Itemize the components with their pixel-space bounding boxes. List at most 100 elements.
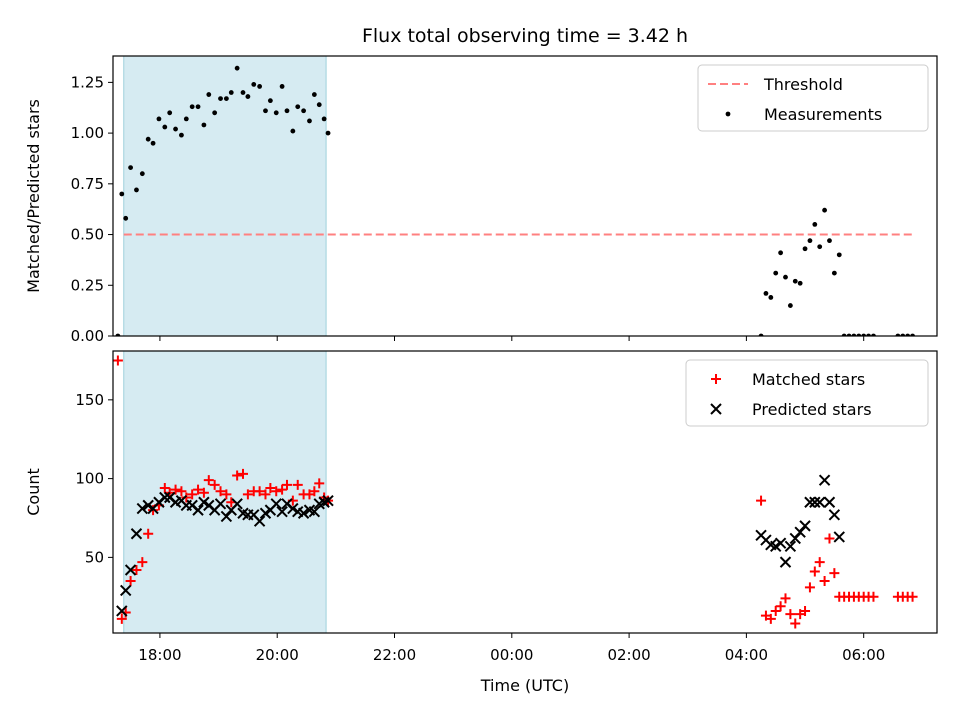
predicted-stars-point xyxy=(828,509,841,521)
measurement-point xyxy=(836,252,842,258)
matched-stars-point xyxy=(809,566,820,577)
matched-stars-point xyxy=(198,487,209,498)
measurement-point xyxy=(119,191,125,197)
matched-stars-point xyxy=(181,492,192,503)
plot-frame xyxy=(112,350,938,634)
x-tick-label: 06:00 xyxy=(842,646,885,664)
predicted-stars-point xyxy=(794,526,806,538)
predicted-stars-point xyxy=(789,532,801,545)
measurement-point xyxy=(257,84,263,89)
legend-predicted-swatch xyxy=(710,403,722,415)
matched-stars-point xyxy=(193,484,204,495)
matched-stars-point xyxy=(254,486,265,497)
legend-matched-swatch xyxy=(711,374,721,384)
matched-stars-point xyxy=(176,486,187,497)
legend-box xyxy=(697,64,929,132)
predicted-stars-point xyxy=(270,498,282,510)
predicted-stars-point xyxy=(308,505,321,518)
measurement-point xyxy=(822,207,827,213)
matched-stars-point xyxy=(800,605,811,616)
matched-stars-point xyxy=(113,355,123,366)
measurement-point xyxy=(325,130,331,136)
measurement-point xyxy=(787,303,793,308)
measurement-point xyxy=(145,136,151,142)
predicted-stars-point xyxy=(119,584,132,597)
measurement-point xyxy=(279,84,285,89)
predicted-stars-point xyxy=(813,496,826,508)
measurement-point xyxy=(123,215,129,221)
predicted-stars-point xyxy=(774,537,787,549)
measurement-point xyxy=(183,116,189,122)
matched-stars-point xyxy=(780,593,791,604)
measurement-point xyxy=(807,238,813,244)
matched-stars-point xyxy=(232,470,243,481)
matched-stars-point xyxy=(143,528,154,539)
matched-stars-point xyxy=(271,486,282,497)
measurement-point xyxy=(195,104,201,110)
matched-stars-point xyxy=(785,609,796,620)
predicted-stars-point xyxy=(136,502,149,515)
legend: Threshold Measurements xyxy=(697,64,929,132)
measurement-point xyxy=(156,116,162,122)
predicted-stars-point xyxy=(784,540,797,553)
y-tick-label: 1.00 xyxy=(71,124,104,142)
predicted-stars-point xyxy=(214,498,227,510)
matched-stars-point xyxy=(790,618,801,629)
measurement-point xyxy=(831,270,837,276)
y-tick-label: 0.50 xyxy=(71,226,104,244)
series-measurements xyxy=(115,65,915,336)
matched-stars-point xyxy=(209,479,220,490)
predicted-stars-point xyxy=(809,496,821,508)
predicted-stars-point xyxy=(220,510,233,523)
measurement-point xyxy=(792,278,798,284)
x-tick-label: 18:00 xyxy=(138,646,181,664)
x-tick-label: 02:00 xyxy=(607,646,650,664)
predicted-stars-point xyxy=(297,507,310,519)
predicted-stars-point xyxy=(192,504,204,516)
measurement-point xyxy=(251,82,257,87)
measurement-point xyxy=(273,110,279,116)
measurement-point xyxy=(827,238,832,244)
measurement-point xyxy=(167,110,173,116)
legend-label: Matched stars xyxy=(752,370,865,389)
predicted-stars-point xyxy=(124,564,137,576)
measurement-point xyxy=(267,98,273,104)
predicted-stars-point xyxy=(253,515,266,527)
legend-measurement-swatch xyxy=(725,111,731,117)
measurement-point xyxy=(301,108,307,114)
matched-stars-point xyxy=(277,484,288,495)
matched-stars-point xyxy=(756,495,767,506)
measurement-point xyxy=(223,96,229,102)
x-tick-label: 20:00 xyxy=(256,646,299,664)
measurement-point xyxy=(763,290,769,296)
measurement-point xyxy=(768,295,774,300)
predicted-stars-point xyxy=(799,520,811,532)
predicted-stars-point xyxy=(779,556,792,568)
matched-stars-point xyxy=(824,533,835,544)
matched-stars-point xyxy=(265,483,276,494)
measurement-point xyxy=(234,65,240,71)
x-tick-label: 00:00 xyxy=(490,646,533,664)
measurement-point xyxy=(128,165,133,170)
y-tick-label: 0.00 xyxy=(71,327,104,345)
measurement-point xyxy=(263,108,268,114)
legend-label: Predicted stars xyxy=(752,400,872,419)
measurement-point xyxy=(307,118,312,124)
plot-area xyxy=(113,355,918,629)
matched-stars-point xyxy=(907,591,918,602)
matched-stars-point xyxy=(804,582,815,593)
y-tick-label: 150 xyxy=(75,391,104,409)
matched-stars-point xyxy=(125,576,136,587)
series-matched-stars xyxy=(113,355,918,629)
matched-stars-point xyxy=(868,591,879,602)
matched-stars-point xyxy=(829,568,840,579)
x-tick-label: 04:00 xyxy=(725,646,768,664)
measurement-point xyxy=(783,274,788,280)
x-tick-label: 22:00 xyxy=(373,646,416,664)
plot-area xyxy=(115,65,915,336)
legend-box xyxy=(685,359,929,427)
matched-stars-point xyxy=(819,576,830,587)
y-tick-label: 0.25 xyxy=(71,276,104,294)
measurement-point xyxy=(773,270,779,276)
measurement-point xyxy=(162,124,168,130)
